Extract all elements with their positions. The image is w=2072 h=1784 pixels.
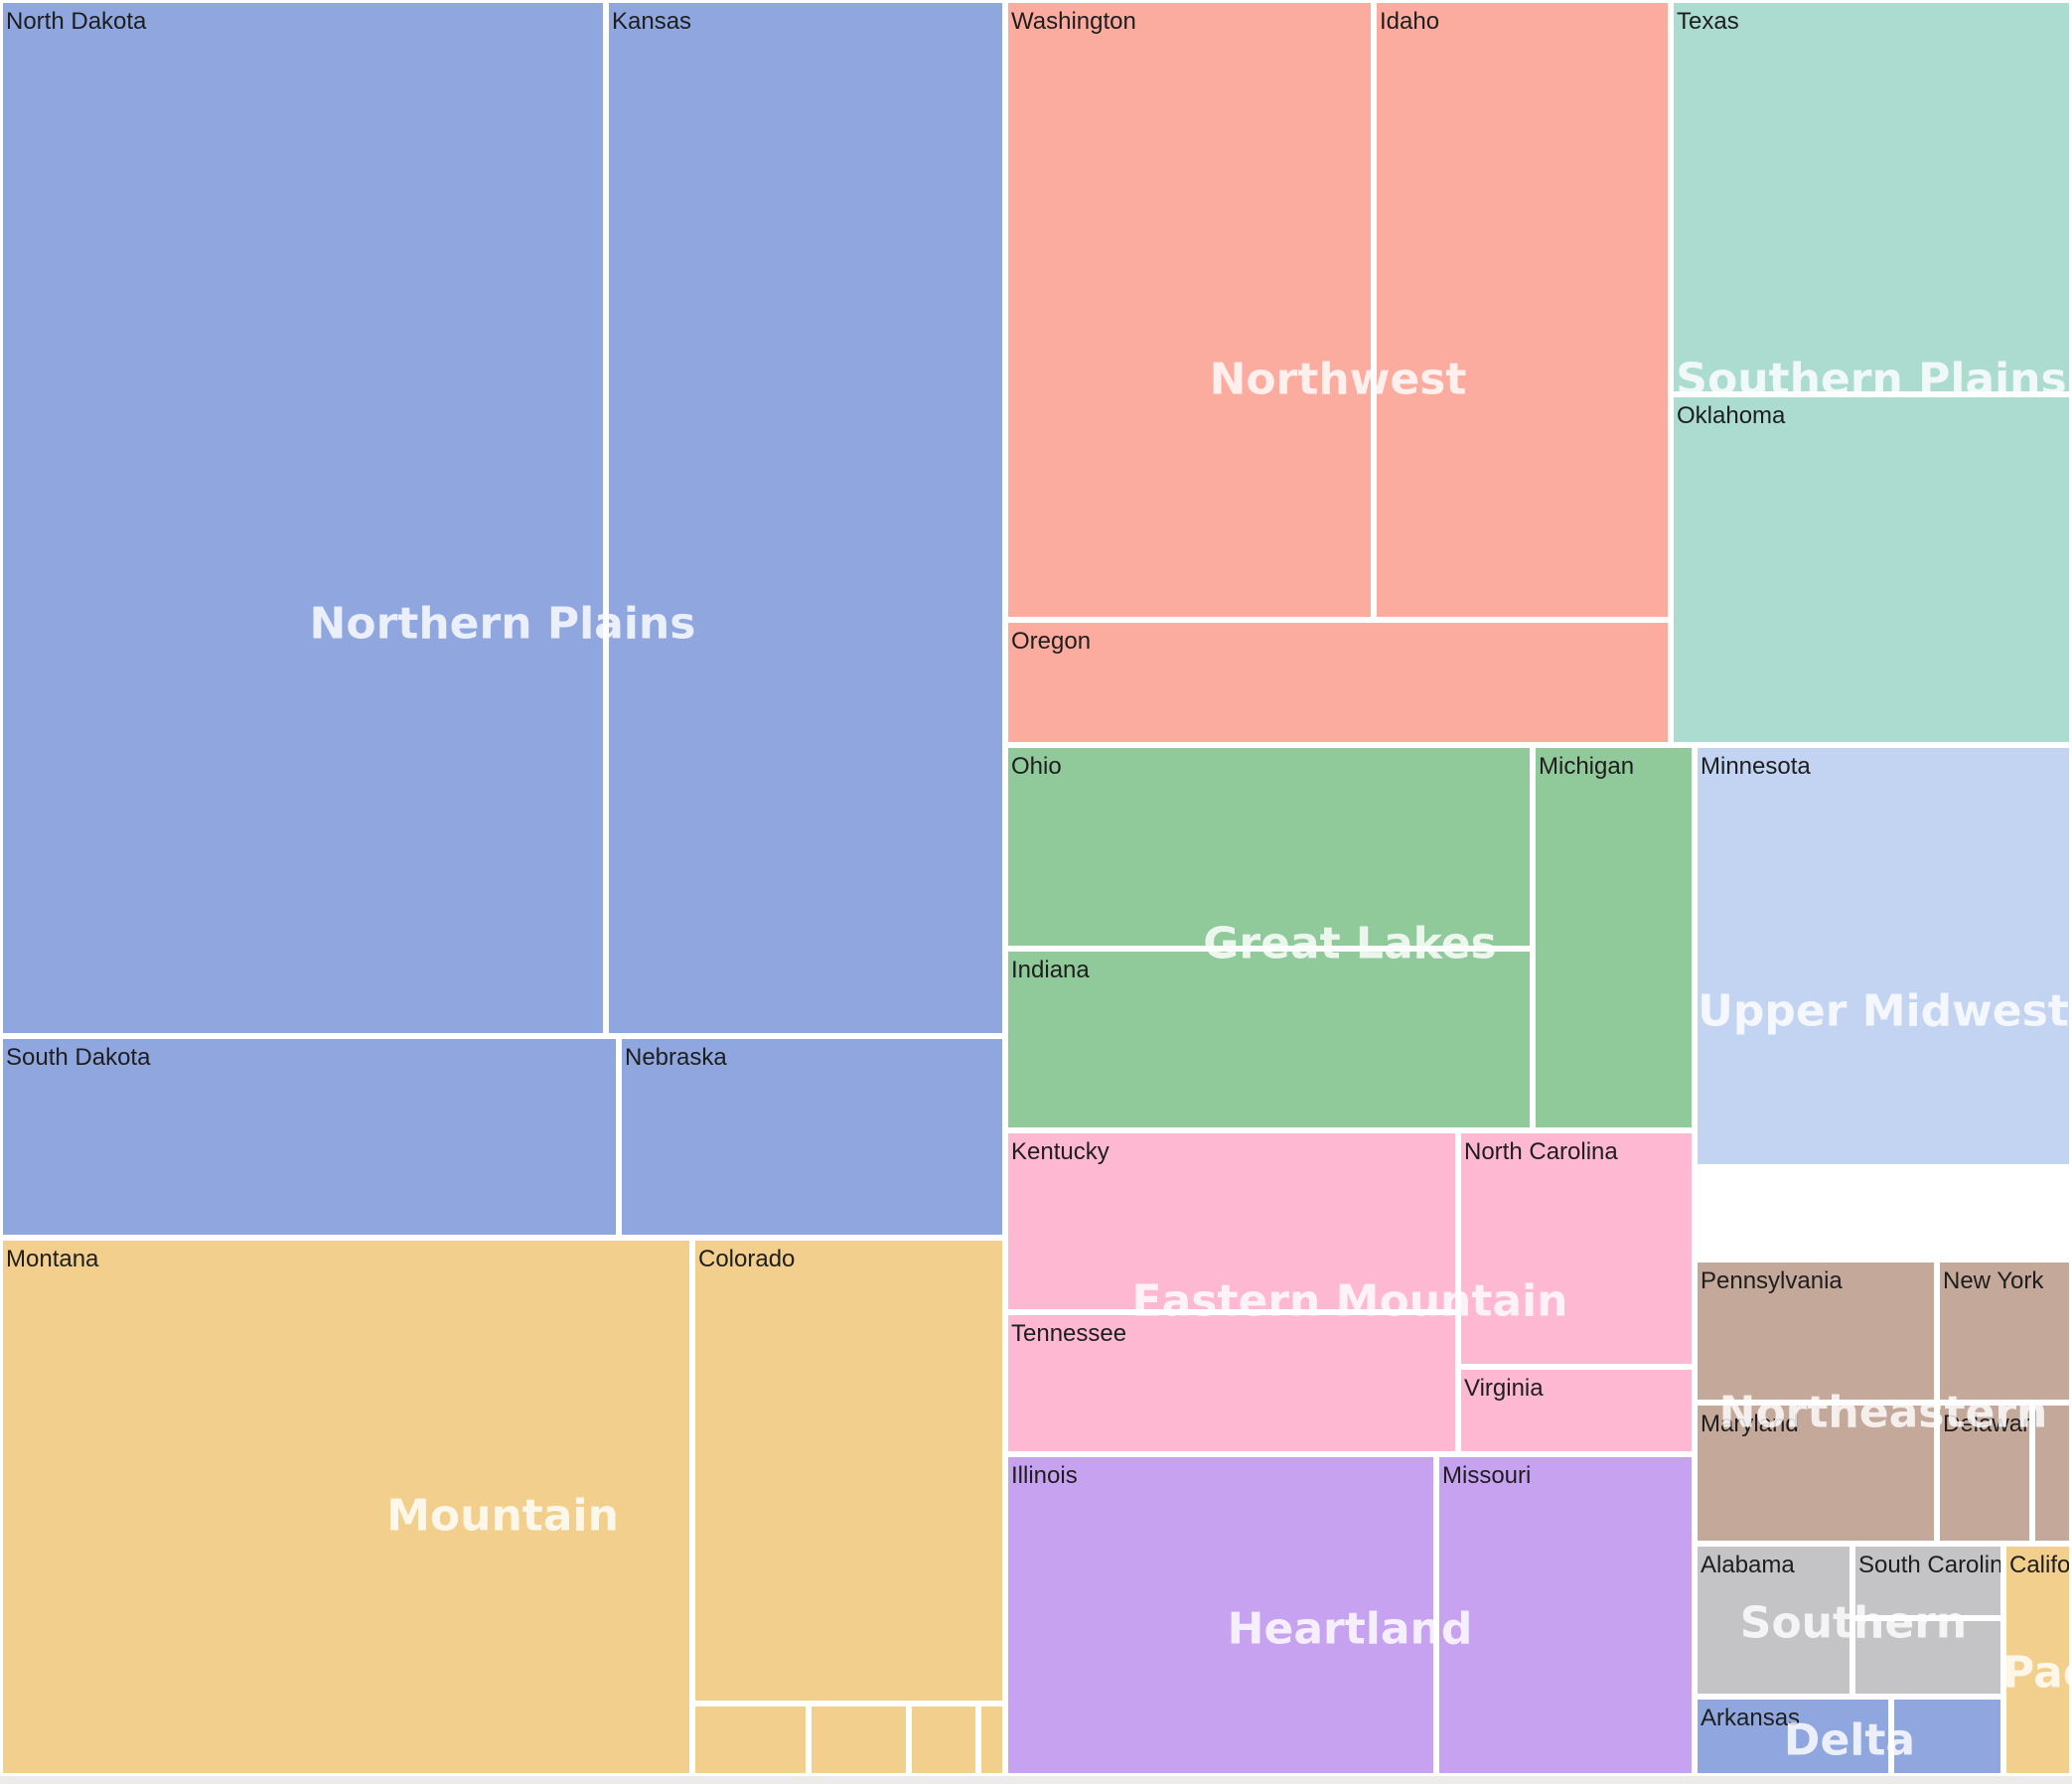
tile-south-carolina[interactable]: South Carolina [1855, 1547, 2000, 1615]
bottom-scroll-edge [0, 1776, 2072, 1784]
tile-label-kentucky: Kentucky [1011, 1138, 1110, 1165]
tile-oklahoma[interactable]: Oklahoma [1674, 397, 2069, 742]
tile-label-alabama: Alabama [1701, 1552, 1795, 1578]
tile-label-arkansas: Arkansas [1701, 1705, 1801, 1731]
tile-pennsylvania[interactable]: Pennsylvania [1698, 1263, 1934, 1400]
tile-label-south-dakota: South Dakota [6, 1044, 151, 1071]
tile-label-new-york: New York [1943, 1267, 2044, 1294]
tile-washington[interactable]: Washington [1008, 3, 1371, 617]
tile-california[interactable]: California [2006, 1547, 2069, 1773]
tile-label-maryland: Maryland [1701, 1411, 1799, 1437]
tile-minnesota[interactable]: Minnesota [1698, 748, 2069, 1164]
tile-mountain-small-2[interactable] [695, 1707, 806, 1773]
tile-label-south-carolina: South Carolina [1858, 1552, 2000, 1578]
tile-label-kansas: Kansas [612, 8, 692, 35]
tile-north-dakota[interactable]: North Dakota [3, 3, 603, 1033]
tile-montana[interactable]: Montana [3, 1241, 689, 1773]
tile-kentucky[interactable]: Kentucky [1008, 1133, 1455, 1309]
tile-label-virginia: Virginia [1464, 1375, 1544, 1402]
tile-arkansas[interactable]: Arkansas [1698, 1700, 1888, 1773]
tile-label-california: California [2009, 1552, 2069, 1578]
tile-label-north-carolina: North Carolina [1464, 1138, 1618, 1165]
tile-mountain-small-5[interactable] [981, 1707, 1002, 1773]
tile-delaware[interactable]: Delaware [1940, 1406, 2029, 1541]
tile-label-tennessee: Tennessee [1011, 1320, 1127, 1347]
tile-new-york[interactable]: New York [1940, 1263, 2069, 1400]
tile-label-indiana: Indiana [1011, 957, 1090, 983]
tile-indiana[interactable]: Indiana [1008, 952, 1530, 1127]
tile-label-texas: Texas [1677, 8, 1739, 35]
tile-tennessee[interactable]: Tennessee [1008, 1315, 1455, 1451]
tile-michigan[interactable]: Michigan [1536, 748, 1692, 1127]
tile-illinois[interactable]: Illinois [1008, 1457, 1433, 1773]
tile-ohio[interactable]: Ohio [1008, 748, 1530, 946]
tile-north-carolina[interactable]: North Carolina [1461, 1133, 1692, 1364]
tile-colorado[interactable]: Colorado [695, 1241, 1002, 1701]
tile-oregon[interactable]: Oregon [1008, 623, 1668, 742]
tile-label-oklahoma: Oklahoma [1677, 402, 1786, 429]
tile-mountain-small-3[interactable] [812, 1707, 906, 1773]
tile-texas[interactable]: Texas [1674, 3, 2069, 391]
tile-mountain-small-4[interactable] [912, 1707, 975, 1773]
tile-kansas[interactable]: Kansas [609, 3, 1002, 1033]
tile-delta-small-1[interactable] [1894, 1700, 2000, 1773]
tile-label-pennsylvania: Pennsylvania [1701, 1267, 1843, 1294]
tile-nebraska[interactable]: Nebraska [622, 1039, 1002, 1235]
tile-alabama[interactable]: Alabama [1698, 1547, 1850, 1694]
tile-label-idaho: Idaho [1380, 8, 1440, 35]
tile-label-north-dakota: North Dakota [6, 8, 147, 35]
tile-label-illinois: Illinois [1011, 1462, 1078, 1489]
tile-label-nebraska: Nebraska [625, 1044, 727, 1071]
tile-label-michigan: Michigan [1539, 753, 1635, 780]
tile-idaho[interactable]: Idaho [1377, 3, 1668, 617]
tile-label-washington: Washington [1011, 8, 1136, 35]
tile-label-colorado: Colorado [698, 1246, 796, 1272]
tile-label-minnesota: Minnesota [1701, 753, 1811, 780]
tile-label-ohio: Ohio [1011, 753, 1062, 780]
tile-label-oregon: Oregon [1011, 628, 1092, 655]
tile-label-delaware: Delaware [1943, 1411, 2029, 1437]
tile-southern-small-2[interactable] [1855, 1621, 2000, 1694]
tile-northeastern-small-4[interactable] [2035, 1406, 2069, 1541]
tile-missouri[interactable]: Missouri [1439, 1457, 1692, 1773]
tile-south-dakota[interactable]: South Dakota [3, 1039, 616, 1235]
tile-label-montana: Montana [6, 1246, 99, 1272]
tile-virginia[interactable]: Virginia [1461, 1370, 1692, 1451]
tile-maryland[interactable]: Maryland [1698, 1406, 1934, 1541]
tile-label-missouri: Missouri [1442, 1462, 1532, 1489]
